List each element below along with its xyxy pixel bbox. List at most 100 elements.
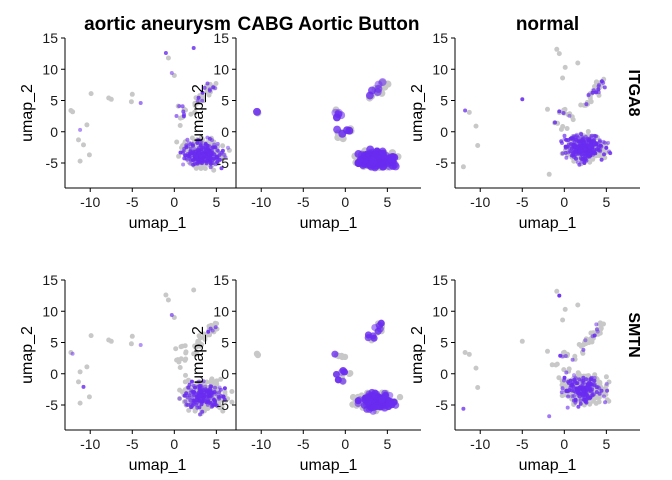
data-point [177,396,183,402]
y-tick-label: 0 [50,366,58,382]
data-point [596,92,602,98]
data-point-expressed [378,396,386,404]
data-point-expressed [592,382,597,387]
data-point-expressed [603,400,608,405]
data-point-expressed [190,379,194,384]
data-point-expressed [579,152,584,157]
data-point [129,333,135,339]
data-point-expressed [590,90,595,95]
data-point-expressed [599,388,604,393]
data-point-expressed [562,375,567,380]
x-tick-label: 0 [170,194,178,210]
titles-layer: aortic aneurysm CABG Aortic Button normal I… [84,14,642,358]
x-axis-title: umap_1 [129,457,187,474]
data-point-expressed [181,162,186,167]
data-point-expressed [602,152,606,157]
data-point [108,338,114,344]
data-point [519,338,525,344]
data-point [189,135,195,141]
panel-smtn-2: -10 -5 0 5 -5 0 5 10 15 umap_1 umap_2 [190,272,421,474]
data-point-expressed [222,397,227,402]
data-point [475,143,481,148]
data-point [585,129,591,134]
data-point-expressed [334,376,342,384]
data-point-expressed [194,402,199,407]
data-point [178,344,184,350]
data-point-expressed [206,388,211,393]
x-tick-label: 0 [341,194,349,210]
data-point-expressed [590,334,595,339]
x-tick-label: 5 [383,436,391,452]
x-tick-label: -5 [516,436,529,452]
data-point [192,102,198,108]
facet-title-3: normal [516,14,579,35]
data-point-expressed [371,323,379,332]
data-point-expressed [584,102,589,107]
data-point [565,112,571,117]
data-point-expressed [562,137,567,141]
panel-smtn-3: -10 -5 0 5 -5 0 5 10 15 umap_1 umap_2 [409,272,640,474]
data-point [546,171,552,177]
y-tick-label: 0 [221,124,229,140]
data-point-expressed [223,155,228,160]
data-point-expressed [571,143,575,148]
data-point [219,404,225,410]
data-point-expressed [605,388,610,393]
y-tick-label: 5 [221,335,229,351]
data-point-expressed [199,140,204,145]
data-point [473,123,479,129]
data-point-expressed [217,385,222,390]
data-point-expressed [211,85,216,90]
data-point-expressed [571,398,576,403]
data-point [76,137,81,143]
data-point [598,327,604,332]
data-point-expressed [547,414,552,419]
data-point-expressed [606,140,611,145]
data-point-expressed [219,166,224,171]
data-point [222,389,228,395]
data-point [84,122,90,128]
data-point-expressed [208,156,213,161]
data-point-expressed [572,155,576,159]
data-point [176,153,182,159]
data-point-expressed [208,326,213,331]
data-point-expressed [560,354,565,359]
data-point-expressed [212,152,217,157]
data-point-expressed [206,329,211,334]
data-point [545,106,550,112]
data-point-expressed [604,381,609,386]
data-point-expressed [602,394,606,399]
data-point-expressed [578,156,583,161]
x-tick-label: -5 [126,436,139,452]
data-point [178,356,184,362]
data-point-expressed [177,104,182,109]
data-point-expressed [194,154,199,159]
data-point-expressed [200,90,205,95]
data-point-expressed [78,127,83,132]
data-point [580,350,586,356]
data-point-expressed [202,390,207,395]
data-point-expressed [193,149,198,154]
data-point-expressed [574,381,579,386]
data-point [603,383,609,389]
data-point-expressed [138,343,143,347]
data-point-expressed [597,82,602,87]
data-point-expressed [188,402,193,407]
data-point-expressed [589,377,594,382]
data-point-expressed [364,399,372,407]
data-point-expressed [169,71,174,75]
data-point-expressed [185,395,190,400]
data-point-expressed [558,353,563,358]
data-point [559,382,565,388]
data-point-expressed [195,99,200,103]
data-point-expressed [212,142,217,147]
data-point [77,158,83,164]
data-point-expressed [365,91,374,100]
data-point [466,109,472,115]
y-tick-label: -5 [436,155,449,171]
data-point [254,351,262,359]
data-point [192,110,198,115]
data-point [77,400,83,406]
data-point-expressed [591,152,596,157]
data-point-expressed [604,145,609,150]
